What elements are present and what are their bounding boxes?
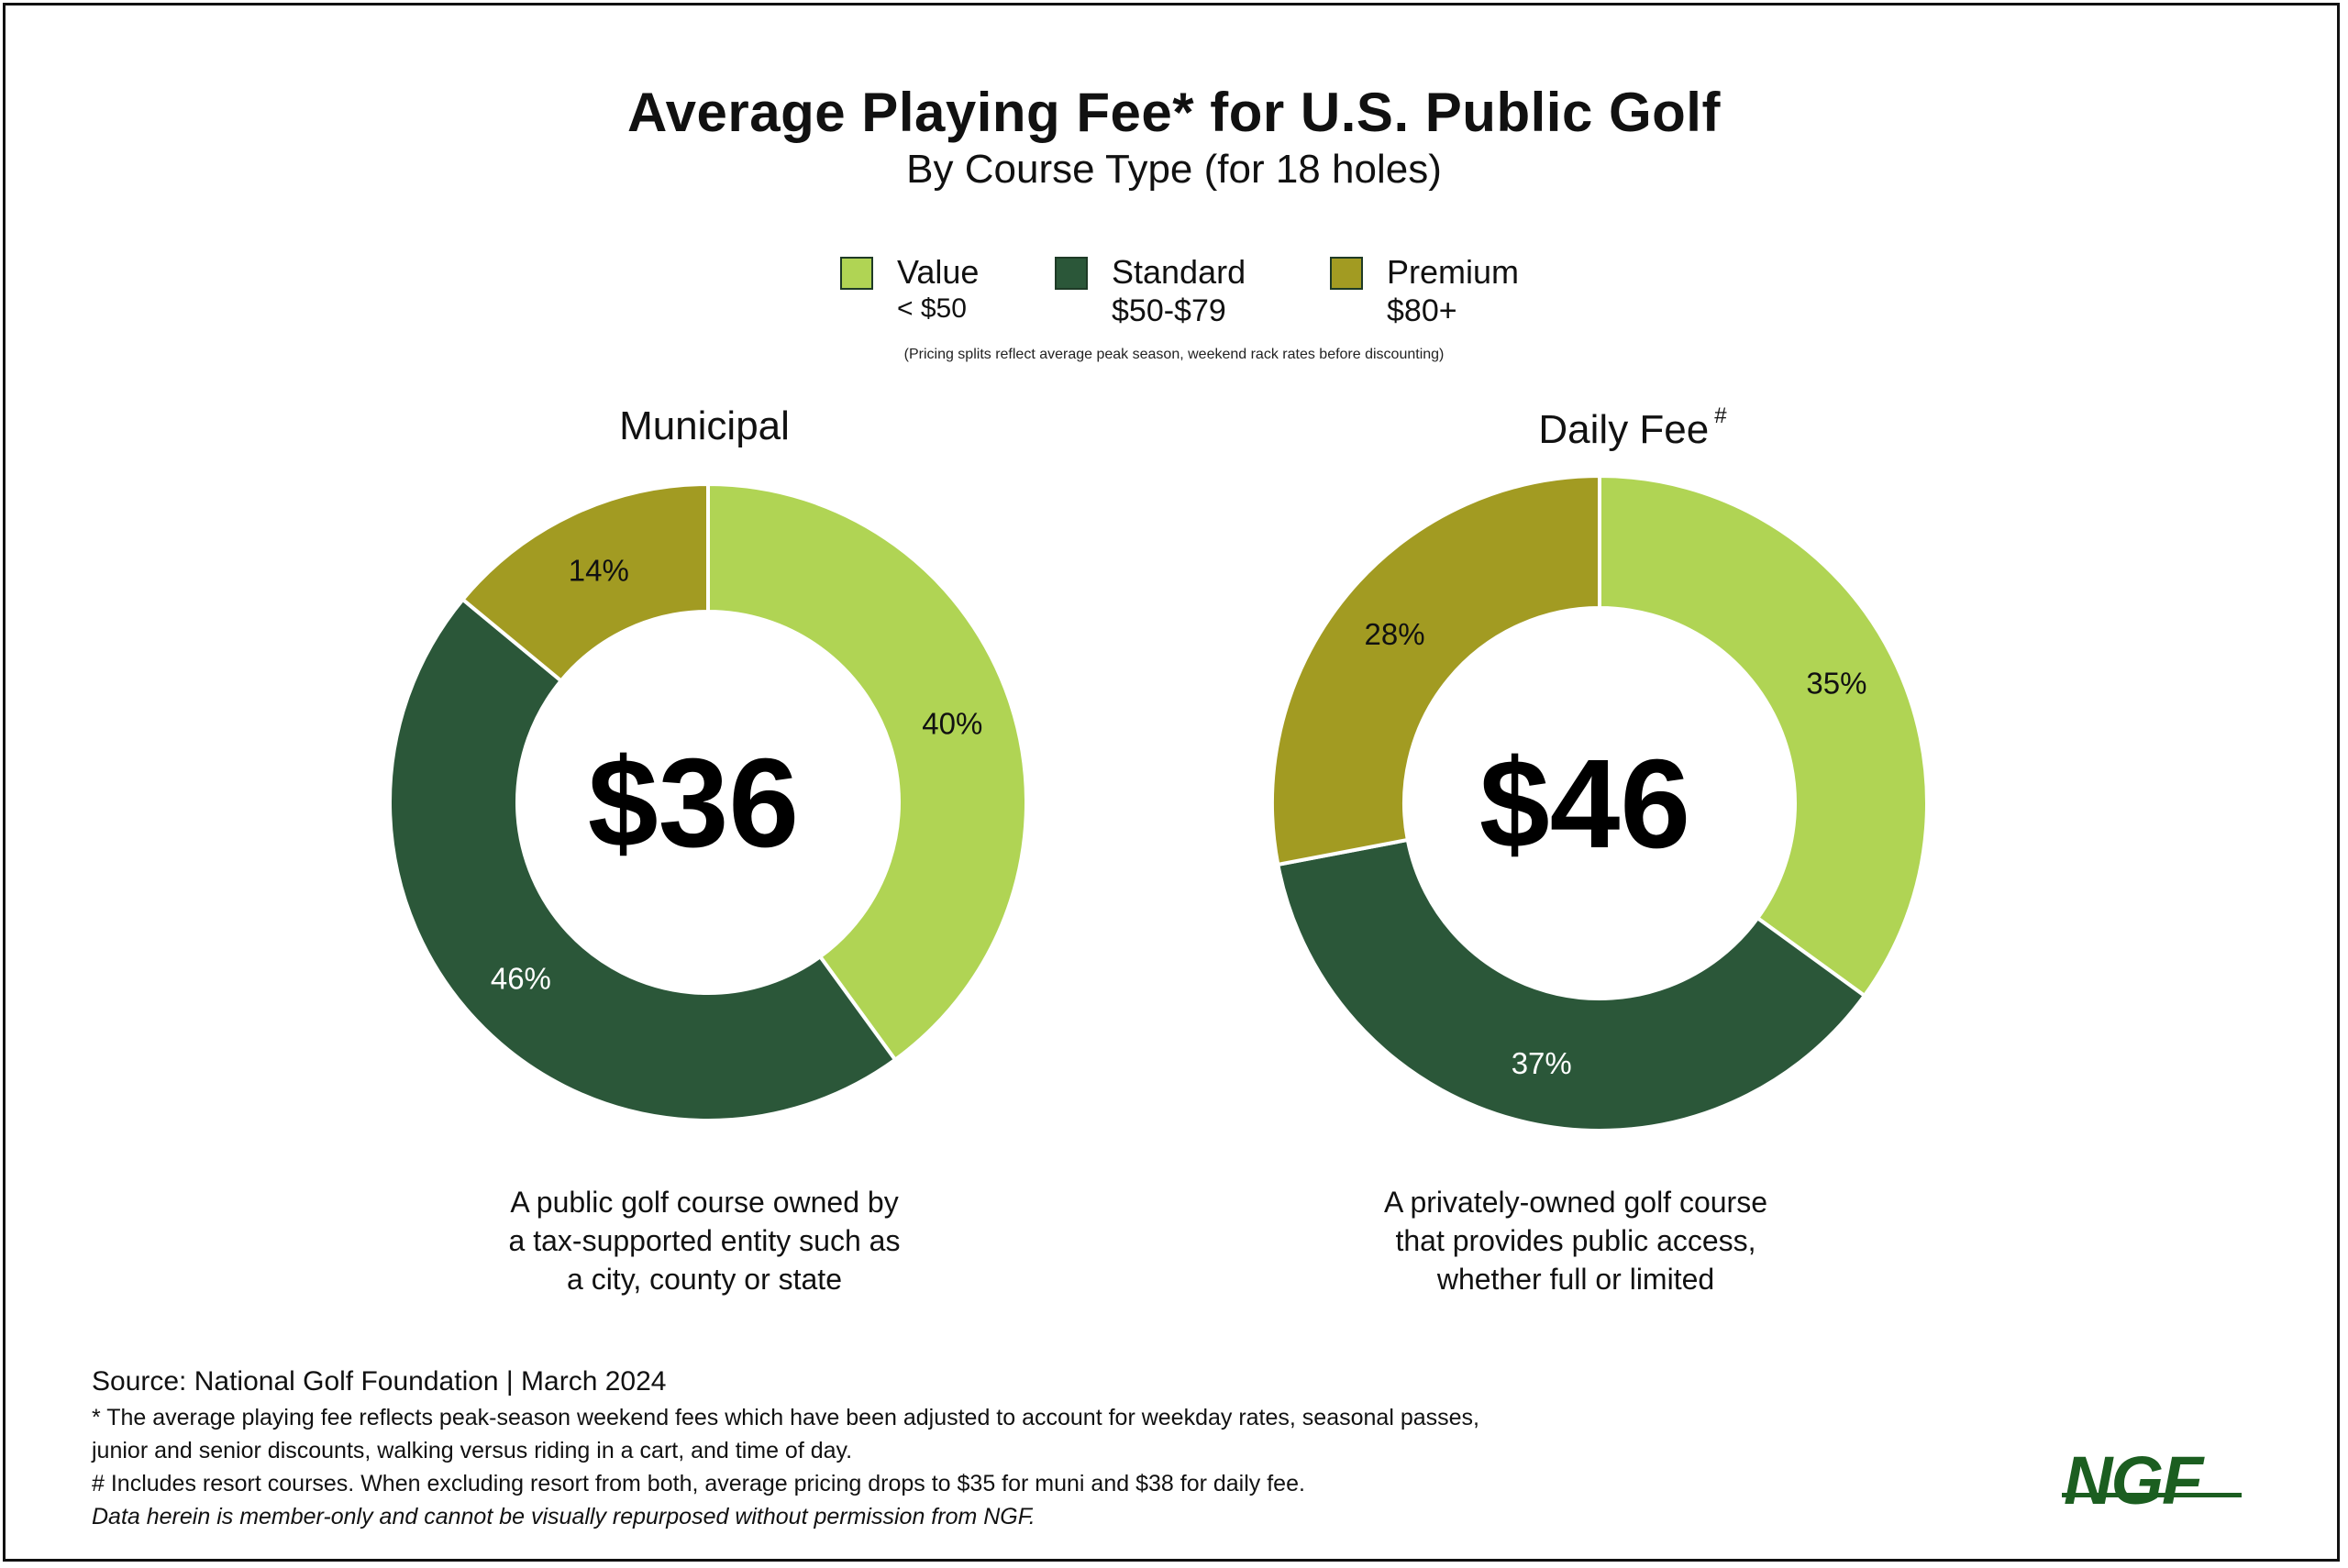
daily-fee-slice-value bbox=[1598, 473, 1929, 999]
municipal-donut: 40% 46% 14% $36 bbox=[388, 481, 1028, 1122]
daily-fee-title-text: Daily Fee bbox=[1538, 407, 1710, 452]
legend-label-standard: Standard bbox=[1112, 253, 1246, 291]
municipal-slice-standard bbox=[388, 596, 898, 1122]
ngf-logo-underline bbox=[2062, 1493, 2242, 1497]
source-note: Source: National Golf Foundation | March… bbox=[92, 1366, 667, 1397]
chart-frame bbox=[3, 3, 2340, 1562]
legend-range-value: < $50 bbox=[897, 293, 967, 324]
legend-range-standard: $50-$79 bbox=[1112, 293, 1226, 328]
municipal-slice-value bbox=[706, 481, 1028, 1063]
legend-label-value: Value bbox=[897, 253, 980, 291]
municipal-label-standard: 46% bbox=[491, 962, 551, 996]
municipal-center-value: $36 bbox=[588, 733, 799, 874]
ngf-logo: NGF bbox=[2064, 1442, 2203, 1518]
daily-fee-label-premium: 28% bbox=[1365, 617, 1425, 651]
footnote-asterisk-line1: * The average playing fee reflects peak-… bbox=[92, 1405, 1479, 1430]
municipal-label-premium: 14% bbox=[569, 554, 629, 588]
legend-range-premium: $80+ bbox=[1387, 293, 1457, 328]
daily-fee-center-value: $46 bbox=[1479, 734, 1690, 875]
daily-fee-slice-standard bbox=[1275, 837, 1867, 1132]
legend-swatch-value bbox=[840, 257, 873, 290]
legend-note: (Pricing splits reflect average peak sea… bbox=[903, 347, 1445, 362]
daily-fee-title-mark: # bbox=[1714, 403, 1727, 428]
legend-swatch-standard bbox=[1055, 257, 1088, 290]
municipal-slice-premium bbox=[460, 481, 710, 684]
footnote-asterisk-line2: junior and senior discounts, walking ver… bbox=[92, 1438, 853, 1463]
daily-fee-description: A privately-owned golf course that provi… bbox=[1384, 1186, 1767, 1296]
chart-title: Average Playing Fee* for U.S. Public Gol… bbox=[627, 82, 1721, 143]
municipal-title-text: Municipal bbox=[619, 403, 790, 448]
disclaimer: Data herein is member-only and cannot be… bbox=[92, 1504, 1036, 1529]
legend-swatch-premium bbox=[1330, 257, 1363, 290]
legend-label-premium: Premium bbox=[1387, 253, 1520, 291]
daily-fee-label-value: 35% bbox=[1806, 666, 1866, 700]
footnote-hash: # Includes resort courses. When excludin… bbox=[92, 1471, 1305, 1496]
daily-fee-slice-premium bbox=[1270, 473, 1601, 867]
chart-subtitle: By Course Type (for 18 holes) bbox=[906, 147, 1442, 192]
municipal-description: A public golf course owned by a tax-supp… bbox=[508, 1186, 901, 1296]
daily-fee-donut: 35% 37% 28% $46 bbox=[1270, 473, 1929, 1132]
daily-fee-label-standard: 37% bbox=[1512, 1046, 1572, 1080]
municipal-chart-title: Municipal bbox=[521, 403, 888, 449]
daily-fee-chart-title: Daily Fee # bbox=[1449, 403, 1816, 453]
municipal-label-value: 40% bbox=[922, 706, 982, 740]
